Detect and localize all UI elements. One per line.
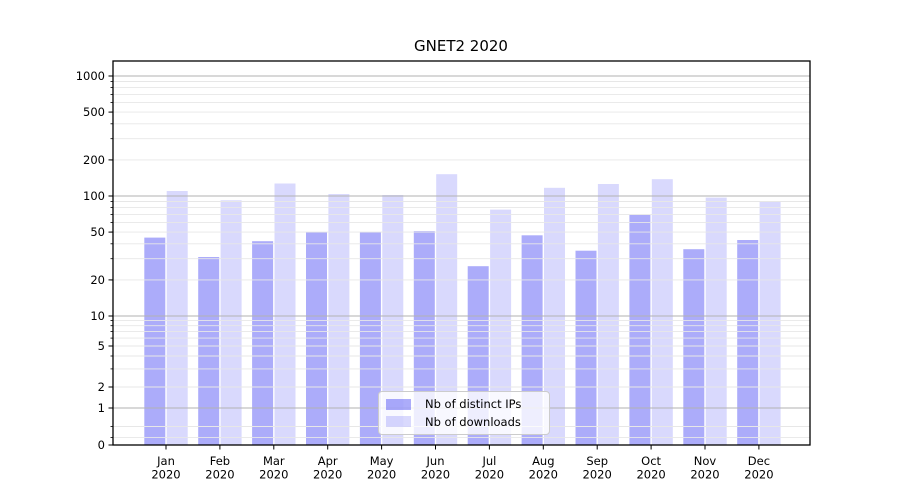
x-tick-label: Jan 2020 [151,454,180,482]
x-tick-label: Feb 2020 [205,454,234,482]
legend-label-distinct-ips: Nb of distinct IPs [425,397,522,412]
bar-distinct-ips [737,240,759,445]
bar-downloads [490,209,512,445]
y-tick-label: 0 [98,438,105,452]
x-tick-label: May 2020 [367,454,396,482]
y-tick-label: 20 [90,273,105,287]
y-tick-label: 5 [98,339,105,353]
chart-title: GNET2 2020 [414,37,508,55]
x-tick-label: Apr 2020 [313,454,342,482]
bar-downloads [220,200,242,445]
bar-downloads [759,201,781,445]
y-tick-label: 1000 [76,69,105,83]
bar-distinct-ips [252,241,274,445]
bar-distinct-ips [629,214,651,445]
bar-downloads [597,184,619,445]
bar-distinct-ips [198,257,220,445]
y-tick-label: 500 [83,105,105,119]
bar-distinct-ips [144,237,166,445]
plot-frame [112,60,811,446]
legend-item-downloads: Nb of downloads [386,415,541,429]
bar-downloads [651,179,673,445]
bar-downloads [166,191,188,445]
x-tick-label: Jun 2020 [421,454,450,482]
legend: Nb of distinct IPs Nb of downloads [378,391,550,435]
x-tick-label: Aug 2020 [529,454,558,482]
legend-swatch-distinct-ips [386,398,411,410]
x-tick-label: Nov 2020 [690,454,719,482]
bar-downloads [436,174,458,445]
x-tick-label: Sep 2020 [583,454,612,482]
bar-downloads [274,183,296,445]
x-tick-label: Mar 2020 [259,454,288,482]
bar-downloads [382,195,404,445]
legend-swatch-downloads [386,416,411,428]
y-tick-label: 100 [83,189,105,203]
y-tick-label: 200 [83,153,105,167]
y-tick-label: 10 [90,309,105,323]
bar-downloads [328,194,350,445]
x-tick-label: Oct 2020 [636,454,665,482]
legend-item-distinct-ips: Nb of distinct IPs [386,397,541,411]
x-tick-label: Jul 2020 [475,454,504,482]
legend-label-downloads: Nb of downloads [425,414,521,429]
x-tick-label: Dec 2020 [744,454,773,482]
y-tick-label: 1 [98,401,105,415]
bar-distinct-ips [683,249,705,445]
bar-distinct-ips [575,250,597,445]
y-tick-label: 2 [98,380,105,394]
bar-downloads [705,197,727,445]
y-tick-label: 50 [90,225,105,239]
